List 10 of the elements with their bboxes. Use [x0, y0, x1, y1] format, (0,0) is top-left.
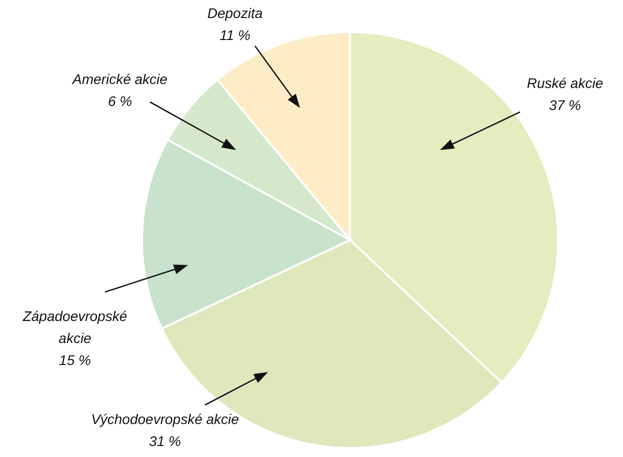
slice-label: Depozita [206, 4, 264, 23]
data-label: 31 % [148, 432, 182, 451]
data-label: 37 % [548, 96, 582, 115]
data-label: 15 % [58, 351, 92, 370]
slice-label: Americké akcie [71, 70, 168, 89]
slice-label: Ruské akcie [526, 74, 604, 93]
data-label: 6 % [106, 92, 134, 111]
data-label: 11 % [218, 26, 252, 45]
slice-label: Západoevropské akcie [22, 307, 128, 348]
slice-label: Východoevropské akcie [90, 410, 240, 429]
